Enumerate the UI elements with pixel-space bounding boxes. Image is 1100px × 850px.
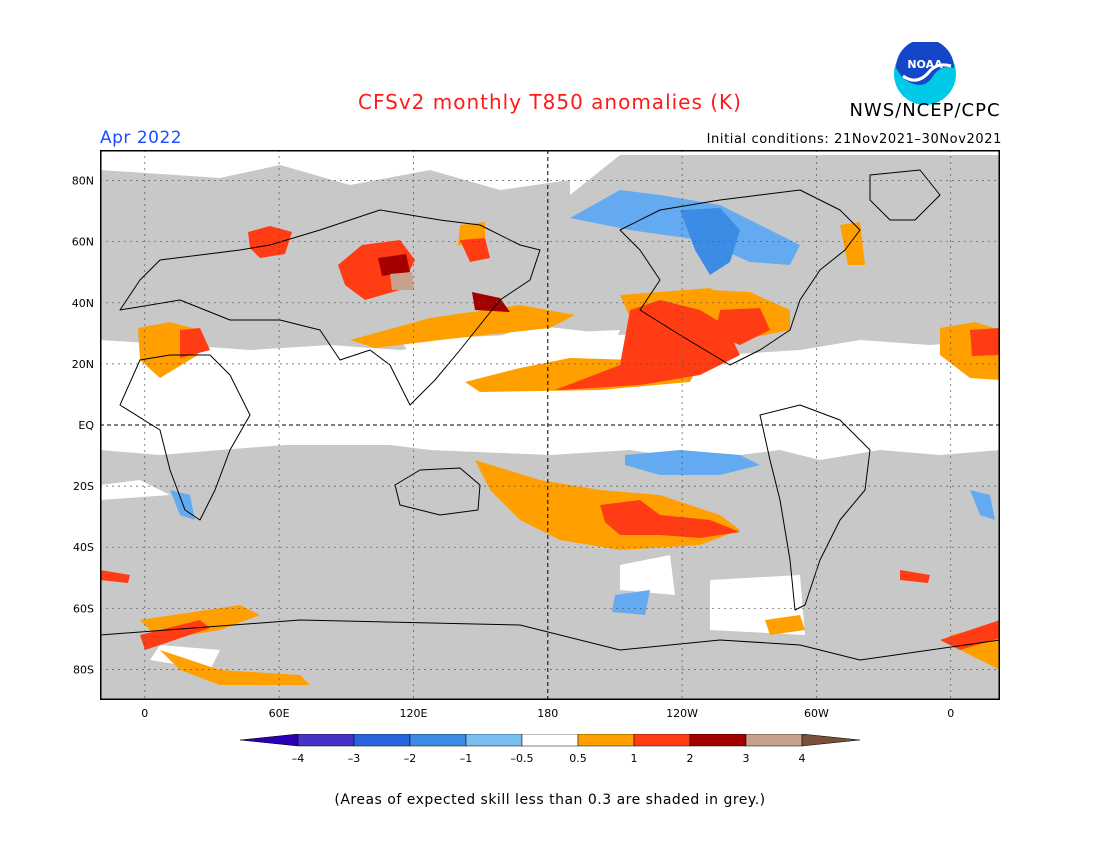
- colorbar-swatch: [689, 734, 747, 747]
- lat-label: 80S: [73, 663, 94, 676]
- colorbar-swatch: [633, 734, 691, 747]
- graticule: [100, 150, 1000, 700]
- lon-label: 60E: [269, 707, 290, 720]
- lat-label: 60N: [72, 236, 94, 249]
- colorbar-swatch: [465, 734, 523, 747]
- colorbar-swatch: [577, 734, 635, 747]
- lat-label: 40N: [72, 297, 94, 310]
- colorbar-swatch: [353, 734, 411, 747]
- longitude-labels: 0 60E 120E 180 120W 60W 0: [141, 707, 954, 720]
- lat-label: 20N: [72, 358, 94, 371]
- colorbar-swatch: [409, 734, 467, 747]
- colorbar-labels: –4 –3 –2 –1 –0.5 0.5 1 2 3 4: [292, 752, 806, 765]
- noaa-logo: NOAA: [894, 42, 956, 105]
- colorbar-swatch: [745, 734, 803, 747]
- colorbar-tick-label: 1: [631, 752, 638, 765]
- colorbar-swatch: [521, 734, 579, 747]
- lat-label: 40S: [73, 541, 94, 554]
- colorbar-tick-label: –4: [292, 752, 305, 765]
- anomaly-map: [100, 150, 1000, 700]
- lat-label: 60S: [73, 602, 94, 615]
- equator-and-dateline: [100, 150, 1000, 700]
- negative-anomaly-1-2: [680, 208, 740, 275]
- lat-label: 80N: [72, 175, 94, 188]
- lat-label: 20S: [73, 480, 94, 493]
- colorbar-arrow-high: [801, 734, 860, 747]
- colorbar-tick-label: –1: [460, 752, 473, 765]
- colorbar-tick-label: 4: [799, 752, 806, 765]
- lat-label: EQ: [78, 419, 94, 432]
- lon-label: 120E: [399, 707, 427, 720]
- lon-label: 180: [537, 707, 558, 720]
- latitude-labels: 80N 60N 40N 20N EQ 20S 40S 60S 80S: [72, 175, 95, 677]
- map-title: CFSv2 monthly T850 anomalies (K): [358, 90, 742, 114]
- negative-anomaly-05-1: [170, 190, 995, 615]
- colorbar-tick-label: –0.5: [511, 752, 534, 765]
- colorbar-swatches: [240, 734, 860, 747]
- positive-anomaly-3-4: [390, 272, 414, 290]
- lon-label: 0: [141, 707, 148, 720]
- initial-conditions-range: 21Nov2021–30Nov2021: [834, 132, 1002, 147]
- skill-footnote: (Areas of expected skill less than 0.3 a…: [334, 792, 766, 808]
- colorbar-tick-label: 0.5: [569, 752, 587, 765]
- colorbar-tick-label: 3: [743, 752, 750, 765]
- colorbar-tick-label: –3: [348, 752, 361, 765]
- lon-label: 0: [947, 707, 954, 720]
- positive-anomaly-2-3: [378, 254, 510, 312]
- lon-label: 120W: [666, 707, 698, 720]
- initial-conditions: Initial conditions: 21Nov2021–30Nov2021: [707, 132, 1002, 147]
- forecast-period: Apr 2022: [100, 128, 183, 148]
- colorbar-arrow-low: [240, 734, 299, 747]
- organization-label: NWS/NCEP/CPC: [849, 100, 1001, 121]
- colorbar-tick-label: –2: [404, 752, 417, 765]
- colorbar: –4 –3 –2 –1 –0.5 0.5 1 2 3 4: [240, 734, 860, 765]
- colorbar-swatch: [297, 734, 355, 747]
- logo-text: NOAA: [907, 58, 943, 71]
- coastlines: [100, 169, 1000, 661]
- initial-conditions-label: Initial conditions:: [706, 132, 830, 147]
- colorbar-tick-label: 2: [687, 752, 694, 765]
- lon-label: 60W: [804, 707, 829, 720]
- map-frame: [100, 150, 1000, 700]
